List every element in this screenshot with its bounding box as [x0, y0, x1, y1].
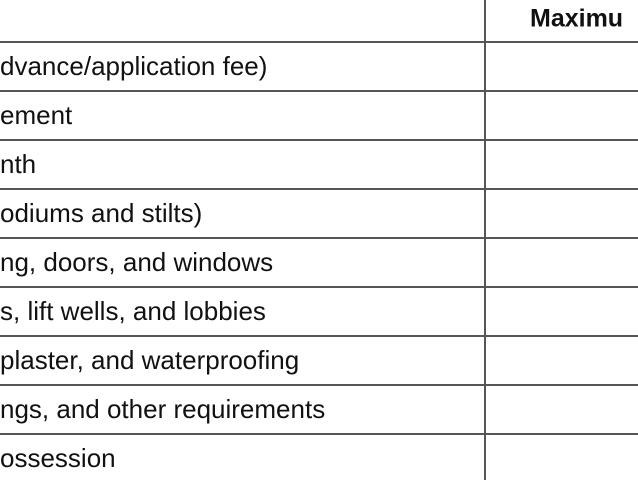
row-label: ement — [0, 100, 73, 130]
column-header: Maximu — [530, 5, 623, 33]
row-label: s, lift wells, and lobbies — [0, 296, 266, 326]
row-label: dvance/application fee) — [0, 51, 267, 81]
row-label: plaster, and waterproofing — [0, 345, 299, 375]
row-label: odiums and stilts) — [0, 198, 202, 228]
row-label: ng, doors, and windows — [0, 247, 273, 277]
row-label: ossession — [0, 443, 116, 473]
row-label: ngs, and other requirements — [0, 394, 325, 424]
row-label: nth — [0, 149, 36, 179]
